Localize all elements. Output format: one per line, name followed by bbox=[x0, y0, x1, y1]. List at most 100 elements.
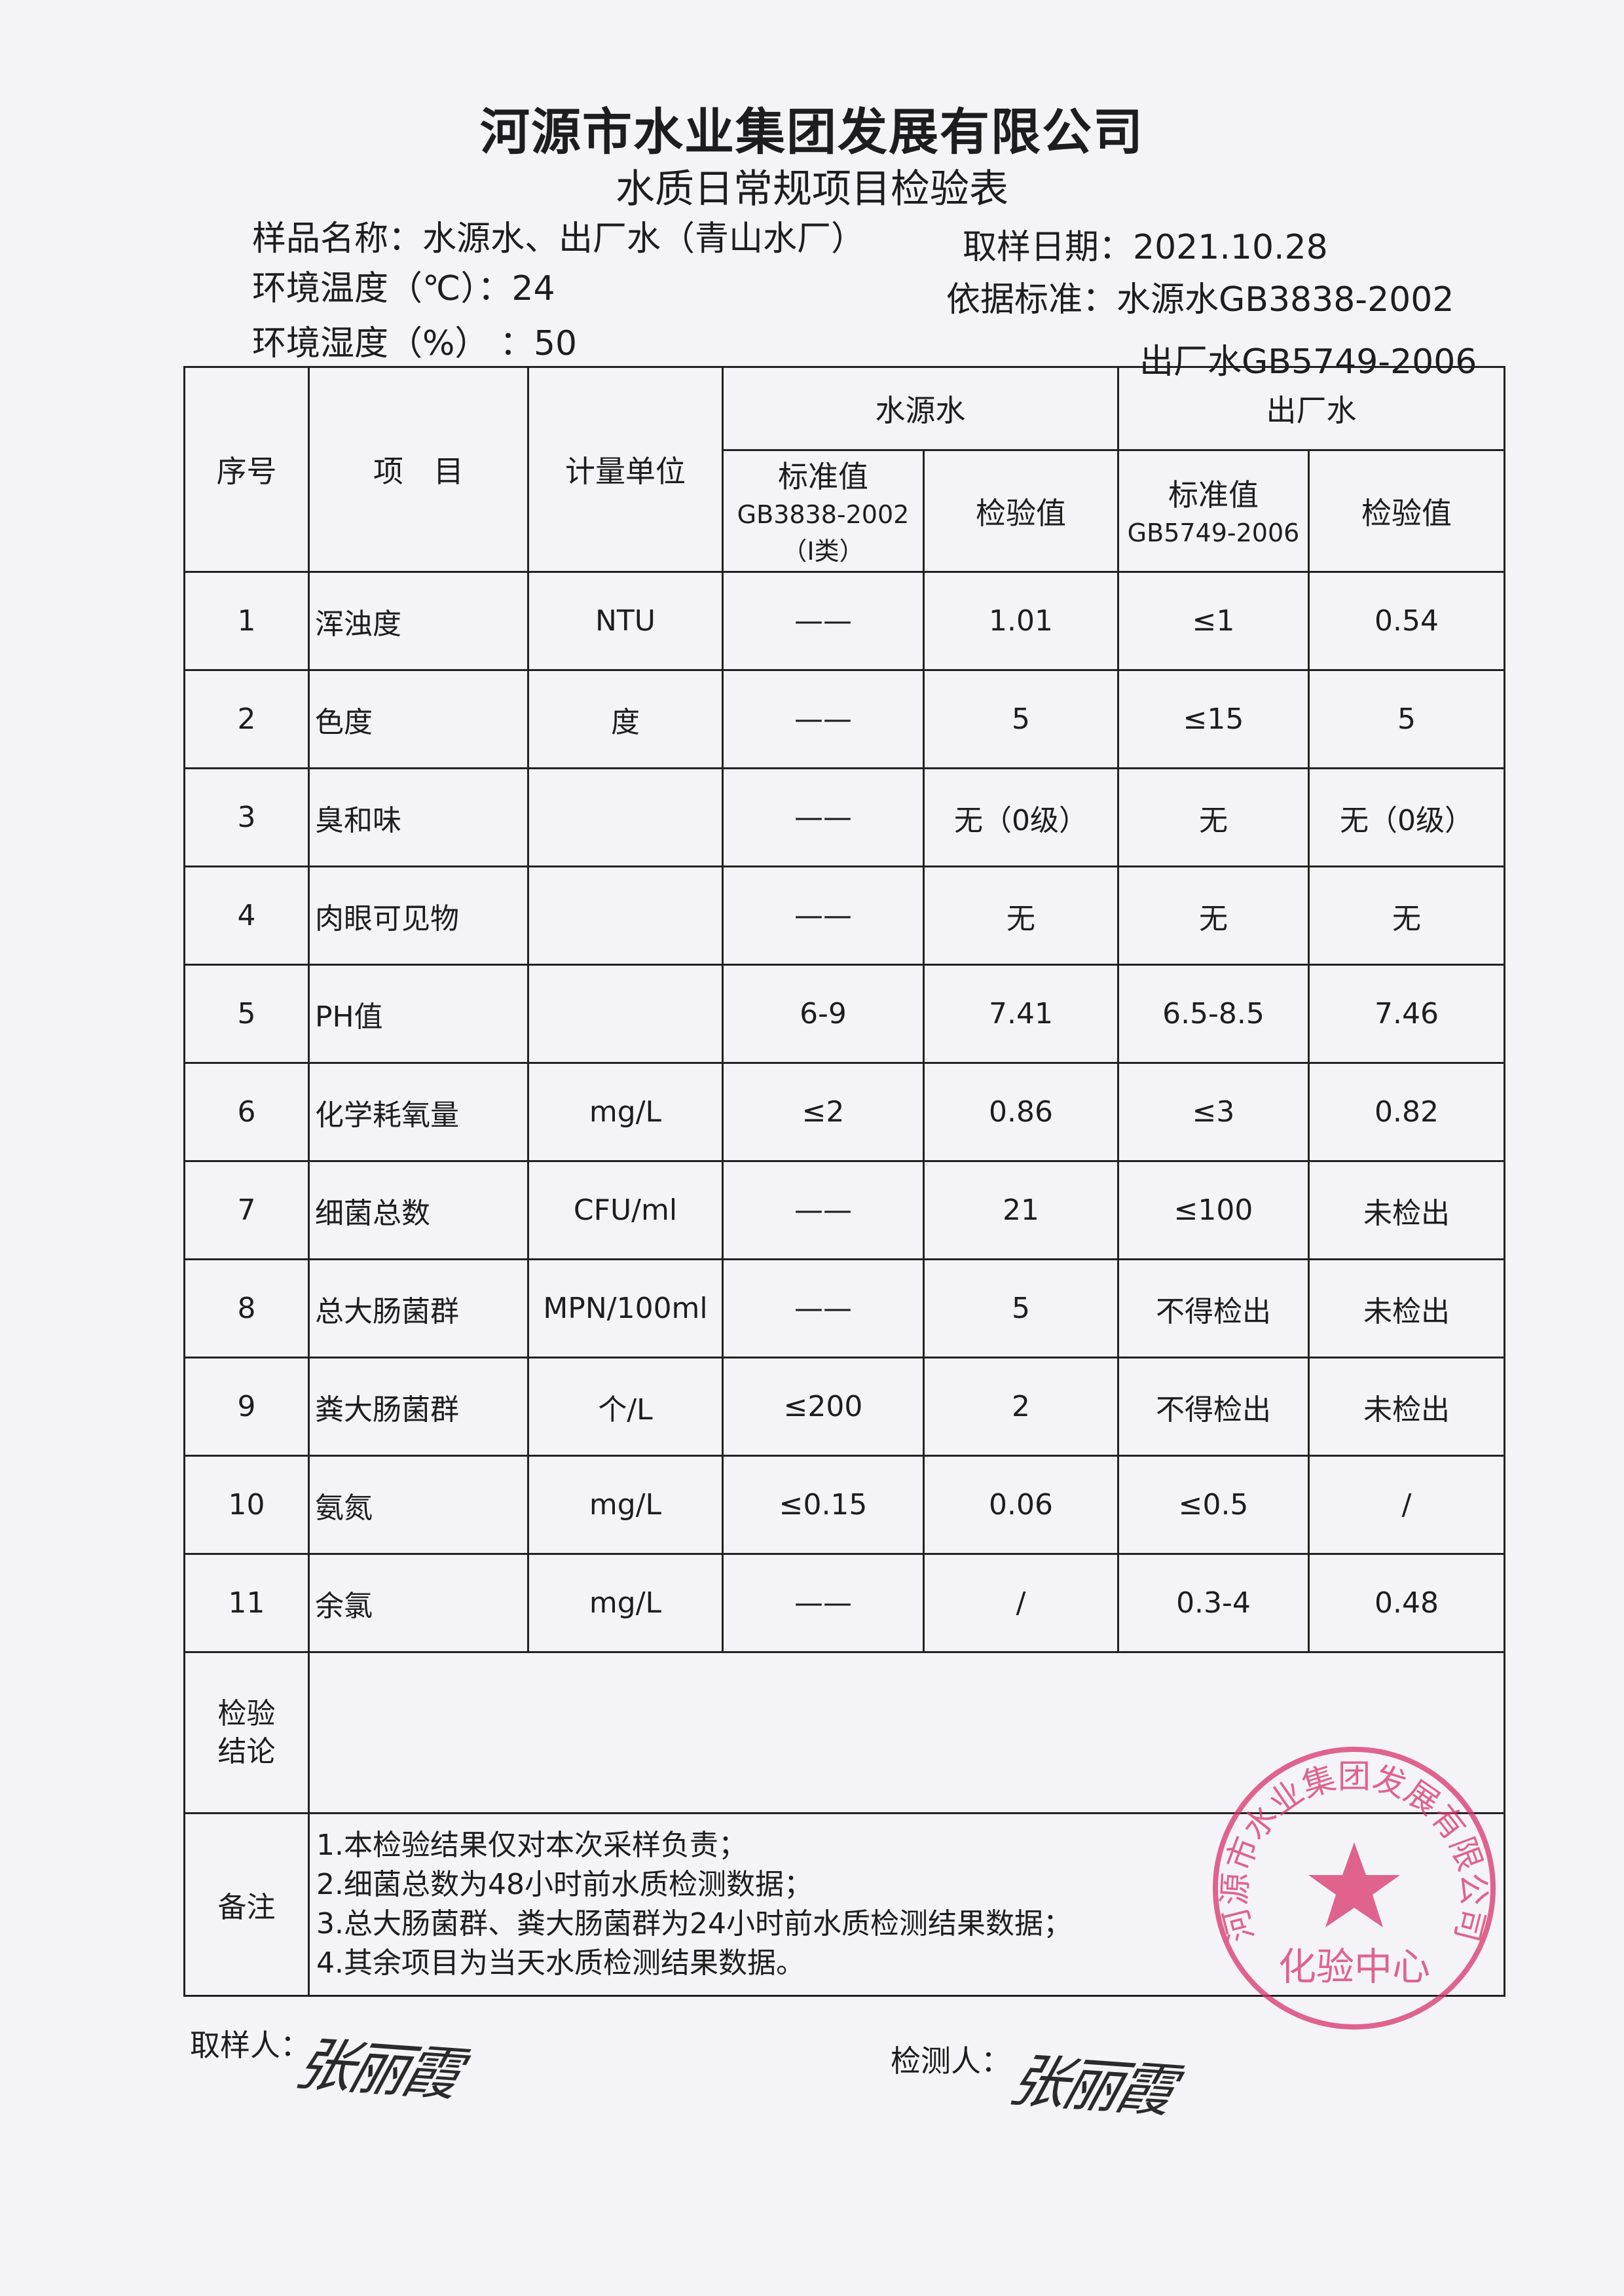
unit bbox=[527, 767, 724, 867]
remark-4: 4.其余项目为当天水质检测结果数据。 bbox=[316, 1946, 805, 1980]
sample-name: 样品名称：水源水、出厂水（青山水厂） bbox=[252, 219, 866, 259]
plant-value: 0.82 bbox=[1308, 1062, 1505, 1162]
unit: 度 bbox=[527, 669, 724, 769]
header-source-water: 水源水 bbox=[722, 366, 1119, 451]
remark-2: 2.细菌总数为48小时前水质检测数据； bbox=[316, 1868, 813, 1901]
official-stamp: 河源市水业集团发展有限公司 化验中心 bbox=[1213, 1747, 1496, 2030]
table-row: 8 总大肠菌群 MPN/100ml —— 5 不得检出 未检出 bbox=[183, 1258, 1505, 1358]
plant-value: / bbox=[1308, 1455, 1505, 1555]
item-name: 粪大肠菌群 bbox=[308, 1357, 529, 1457]
plant-value: 未检出 bbox=[1308, 1160, 1505, 1260]
item-name: PH值 bbox=[308, 964, 529, 1064]
source-value: 无 bbox=[923, 866, 1119, 966]
header-no: 序号 bbox=[183, 366, 310, 573]
unit: CFU/ml bbox=[527, 1160, 724, 1260]
plant-value: 无（0级） bbox=[1308, 767, 1505, 867]
plant-standard: 无 bbox=[1117, 866, 1310, 966]
source-value: 无（0级） bbox=[923, 767, 1119, 867]
plant-std-code: GB5749-2006 bbox=[1127, 518, 1300, 547]
company-title: 河源市水业集团发展有限公司 bbox=[480, 103, 1144, 161]
item-name: 浑浊度 bbox=[308, 571, 529, 671]
table-row: 3 臭和味 —— 无（0级）无无（0级） bbox=[183, 767, 1505, 867]
tester-signature: 张丽霞 bbox=[1002, 2046, 1180, 2125]
standard-source: 依据标准：水源水GB3838-2002 bbox=[946, 280, 1454, 319]
plant-value: 0.54 bbox=[1308, 571, 1505, 671]
header-source-value: 检验值 bbox=[923, 449, 1119, 573]
item-name: 化学耗氧量 bbox=[308, 1062, 529, 1162]
item-name: 细菌总数 bbox=[308, 1160, 529, 1260]
source-standard: —— bbox=[722, 1258, 925, 1358]
source-std-label: 标准值 bbox=[778, 458, 868, 494]
table-row: 4 肉眼可见物 —— 无无无 bbox=[183, 866, 1505, 966]
plant-standard: 不得检出 bbox=[1117, 1357, 1310, 1457]
sampler-label: 取样人： bbox=[190, 2028, 310, 2063]
source-standard: —— bbox=[722, 866, 925, 966]
item-name: 氨氮 bbox=[308, 1455, 529, 1555]
tester-label: 检测人： bbox=[891, 2043, 1011, 2079]
header-plant-water: 出厂水 bbox=[1117, 366, 1505, 451]
remarks-content: 1.本检验结果仅对本次采样负责； 2.细菌总数为48小时前水质检测数据； 3.总… bbox=[308, 1812, 1505, 1997]
source-std-class: （Ⅰ类） bbox=[782, 536, 864, 566]
header-item: 项 目 bbox=[308, 366, 529, 573]
plant-value: 5 bbox=[1308, 669, 1505, 769]
source-value: 1.01 bbox=[923, 571, 1119, 671]
unit: NTU bbox=[527, 571, 724, 671]
source-standard: —— bbox=[722, 1160, 925, 1260]
form-title: 水质日常规项目检验表 bbox=[616, 166, 1008, 212]
conclusion-label: 检验结论 bbox=[183, 1651, 310, 1814]
plant-std-label: 标准值 bbox=[1168, 477, 1259, 513]
temperature: 环境温度（℃）：24 bbox=[252, 269, 555, 308]
row-no: 6 bbox=[183, 1062, 310, 1162]
item-name: 总大肠菌群 bbox=[308, 1258, 529, 1358]
sampler-signature: 张丽霞 bbox=[288, 2030, 466, 2109]
row-no: 10 bbox=[183, 1455, 310, 1555]
plant-standard: ≤15 bbox=[1117, 669, 1310, 769]
plant-standard: ≤100 bbox=[1117, 1160, 1310, 1260]
row-no: 4 bbox=[183, 866, 310, 966]
table-row: 5 PH值 6-9 7.41 6.5-8.5 7.46 bbox=[183, 964, 1505, 1064]
source-standard: —— bbox=[722, 571, 925, 671]
table-row: 7 细菌总数 CFU/ml —— 21 ≤100 未检出 bbox=[183, 1160, 1505, 1260]
source-value: 5 bbox=[923, 669, 1119, 769]
row-no: 3 bbox=[183, 767, 310, 867]
plant-standard: ≤0.5 bbox=[1117, 1455, 1310, 1555]
row-no: 7 bbox=[183, 1160, 310, 1260]
row-no: 11 bbox=[183, 1553, 310, 1653]
source-value: 5 bbox=[923, 1258, 1119, 1358]
source-standard: —— bbox=[722, 1553, 925, 1653]
plant-standard: 无 bbox=[1117, 767, 1310, 867]
row-no: 2 bbox=[183, 669, 310, 769]
table-row: 2 色度度 —— 5 ≤15 5 bbox=[183, 669, 1505, 769]
source-standard: —— bbox=[722, 669, 925, 769]
source-value: 0.86 bbox=[923, 1062, 1119, 1162]
stamp-ring bbox=[1213, 1747, 1496, 2030]
plant-standard: ≤3 bbox=[1117, 1062, 1310, 1162]
row-no: 9 bbox=[183, 1357, 310, 1457]
unit: mg/L bbox=[527, 1455, 724, 1555]
table-row: 11 余氯 mg/L ——/0.3-4 0.48 bbox=[183, 1553, 1505, 1653]
item-name: 色度 bbox=[308, 669, 529, 769]
plant-standard: 不得检出 bbox=[1117, 1258, 1310, 1358]
source-standard: ≤0.15 bbox=[722, 1455, 925, 1555]
row-no: 5 bbox=[183, 964, 310, 1064]
header-plant-standard: 标准值 GB5749-2006 bbox=[1117, 449, 1310, 573]
plant-value: 无 bbox=[1308, 866, 1505, 966]
source-value: / bbox=[923, 1553, 1119, 1653]
source-value: 0.06 bbox=[923, 1455, 1119, 1555]
remark-3: 3.总大肠菌群、粪大肠菌群为24小时前水质检测结果数据； bbox=[316, 1907, 1072, 1941]
table-row: 1 浑浊度 NTU —— 1.01 ≤1 0.54 bbox=[183, 571, 1505, 671]
item-name: 肉眼可见物 bbox=[308, 866, 529, 966]
source-standard: ≤2 bbox=[722, 1062, 925, 1162]
conclusion-label-text: 检验结论 bbox=[217, 1696, 276, 1768]
item-name: 余氯 bbox=[308, 1553, 529, 1653]
unit bbox=[527, 866, 724, 966]
header-unit: 计量单位 bbox=[527, 366, 724, 573]
table-row: 9 粪大肠菌群 个/L ≤200 2 不得检出 未检出 bbox=[183, 1357, 1505, 1457]
item-name: 臭和味 bbox=[308, 767, 529, 867]
table-row: 10 氨氮 mg/L ≤0.15 0.06 ≤0.5/ bbox=[183, 1455, 1505, 1555]
unit: 个/L bbox=[527, 1357, 724, 1457]
star-icon bbox=[1308, 1842, 1400, 1927]
stamp-center-text: 化验中心 bbox=[1278, 1944, 1430, 1989]
source-standard: —— bbox=[722, 767, 925, 867]
source-value: 21 bbox=[923, 1160, 1119, 1260]
